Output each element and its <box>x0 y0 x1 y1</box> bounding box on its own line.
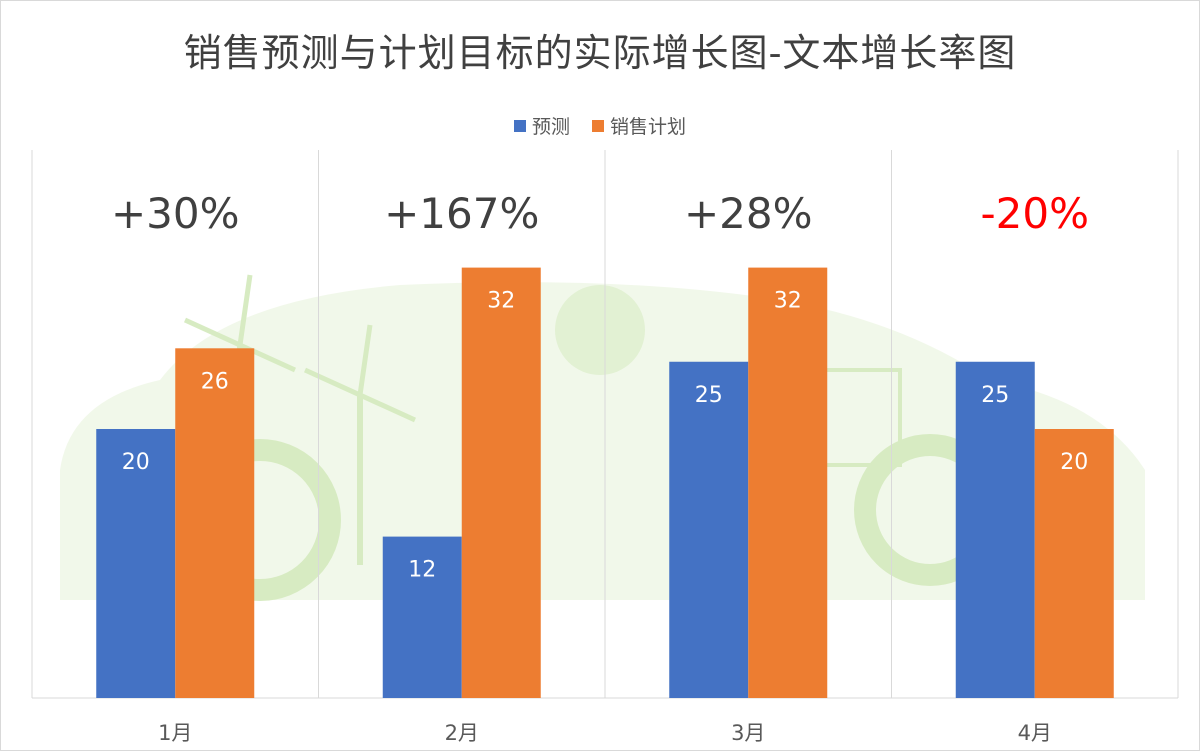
growth-label: +30% <box>111 189 240 238</box>
data-label-forecast: 25 <box>981 383 1009 408</box>
data-label-plan: 32 <box>487 289 515 314</box>
chart-title: 销售预测与计划目标的实际增长图-文本增长率图 <box>183 31 1017 75</box>
legend: 预测 销售计划 <box>0 112 1200 139</box>
growth-labels: +30% +167% +28% -20% <box>111 189 1089 238</box>
bar-forecast <box>382 536 462 698</box>
data-label-forecast: 20 <box>122 450 150 475</box>
data-label-plan: 32 <box>774 289 802 314</box>
legend-entry-plan[interactable]: 销售计划 <box>592 112 686 139</box>
wind-turbine-blade <box>237 274 253 346</box>
bar-plan <box>175 348 255 698</box>
bar-plan <box>1034 429 1114 698</box>
x-tick-label: 3月 <box>731 721 765 745</box>
data-label-forecast: 12 <box>408 558 436 583</box>
car-body <box>60 282 1145 600</box>
bar-series <box>96 267 1114 698</box>
legend-label-plan: 销售计划 <box>610 116 687 138</box>
growth-label: +167% <box>384 189 539 238</box>
wind-turbine-blade <box>303 367 417 423</box>
bar-forecast <box>669 361 749 698</box>
bar-plan <box>461 267 541 698</box>
legend-swatch-plan <box>592 119 604 132</box>
legend-label-forecast: 预测 <box>531 116 570 138</box>
bar-forecast <box>955 361 1035 698</box>
x-axis: 1月 2月 3月 4月 <box>158 721 1052 745</box>
growth-label: -20% <box>980 189 1089 238</box>
legend-swatch-forecast <box>513 119 526 132</box>
x-tick-label: 1月 <box>158 721 192 745</box>
bar-plan <box>748 267 828 698</box>
growth-label: +28% <box>684 189 813 238</box>
x-tick-label: 4月 <box>1018 721 1052 745</box>
data-label-forecast: 25 <box>695 383 723 408</box>
legend-entry-forecast[interactable]: 预测 <box>513 112 570 139</box>
x-tick-label: 2月 <box>445 721 479 745</box>
data-label-plan: 26 <box>201 369 229 394</box>
wind-turbine-blade <box>183 317 297 373</box>
wind-turbine-blade <box>357 324 373 396</box>
sun <box>555 285 645 375</box>
data-labels: 20 26 12 32 25 32 25 20 <box>122 289 1089 583</box>
bar-forecast <box>96 429 176 698</box>
data-label-plan: 20 <box>1060 450 1088 475</box>
